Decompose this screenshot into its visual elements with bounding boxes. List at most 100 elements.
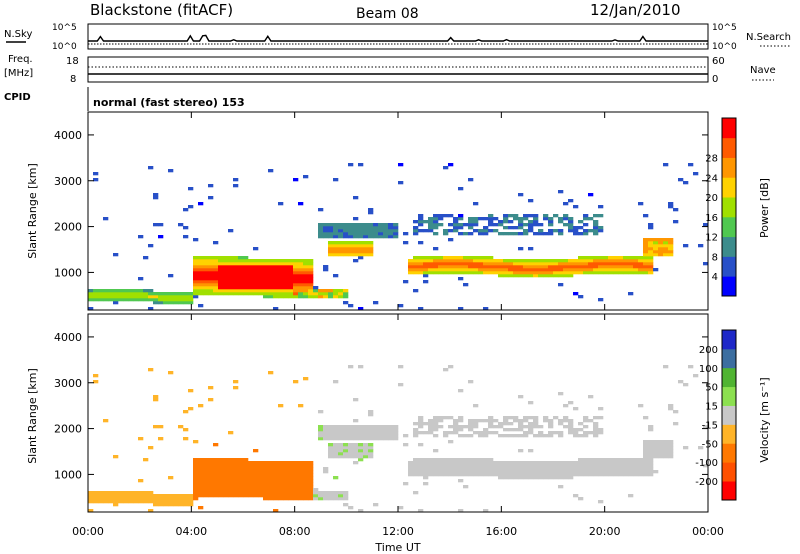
- velocity-cell: [248, 473, 254, 477]
- velocity-cell: [368, 455, 374, 459]
- power-cell: [563, 217, 569, 221]
- velocity-cell: [328, 425, 334, 429]
- velocity-cell: [313, 491, 319, 495]
- power-cell: [688, 163, 694, 167]
- power-cell: [383, 223, 389, 227]
- velocity-cell: [388, 431, 394, 435]
- velocity-cell: [568, 428, 574, 432]
- velocity-cell: [348, 365, 354, 369]
- power-cell: [268, 265, 274, 269]
- power-cell: [333, 178, 339, 182]
- velocity-cell: [433, 449, 439, 453]
- velocity-cell: [203, 470, 209, 474]
- power-cell: [353, 244, 359, 248]
- velocity-cell: [513, 470, 519, 474]
- power-cell: [623, 259, 629, 263]
- power-cell: [463, 259, 469, 263]
- velocity-cell: [593, 416, 599, 420]
- power-cell: [133, 292, 139, 296]
- power-cell: [588, 262, 594, 266]
- power-cell: [363, 241, 369, 245]
- velocity-cell: [258, 467, 264, 471]
- power-cell: [428, 259, 434, 263]
- power-cell: [208, 289, 214, 293]
- velocity-cell: [648, 425, 654, 429]
- velocity-cell: [318, 425, 324, 429]
- velocity-cell: [583, 473, 589, 477]
- velocity-cell: [628, 494, 634, 498]
- velocity-cell: [658, 449, 664, 453]
- power-cell: [528, 214, 534, 218]
- power-cell: [313, 286, 319, 290]
- velocity-cell: [253, 467, 259, 471]
- velocity-cell: [88, 497, 94, 501]
- velocity-cell: [593, 473, 599, 477]
- velocity-cell: [118, 494, 124, 498]
- power-cell: [228, 262, 234, 266]
- power-cell: [268, 289, 274, 293]
- velocity-cell: [673, 422, 679, 426]
- power-cell: [238, 262, 244, 266]
- power-cell: [373, 223, 379, 227]
- power-cell: [523, 217, 529, 221]
- power-cell: [573, 271, 579, 275]
- velocity-cell: [318, 491, 324, 495]
- power-cell: [228, 274, 234, 278]
- velocity-cell: [168, 503, 174, 507]
- velocity-cell: [413, 464, 419, 468]
- y-tick-label: 4000: [54, 129, 82, 142]
- power-cell: [193, 289, 199, 293]
- velocity-cell: [318, 494, 324, 498]
- power-cell: [198, 274, 204, 278]
- velocity-cell: [468, 458, 474, 462]
- power-cell: [283, 262, 289, 266]
- power-cell: [513, 271, 519, 275]
- power-cell: [463, 232, 469, 236]
- velocity-cell: [208, 494, 214, 498]
- velocity-cell: [258, 494, 264, 498]
- velocity-cell: [393, 425, 399, 429]
- colorbar-tick-label: -15: [702, 420, 718, 431]
- velocity-cell: [613, 464, 619, 468]
- power-cell: [493, 259, 499, 263]
- velocity-cell: [198, 476, 204, 480]
- power-cell: [543, 274, 549, 278]
- power-cell: [293, 286, 299, 290]
- power-cell: [618, 256, 624, 260]
- velocity-cell: [463, 464, 469, 468]
- power-cell: [203, 265, 209, 269]
- power-cell: [563, 202, 569, 206]
- velocity-cell: [483, 419, 489, 423]
- velocity-cell: [238, 482, 244, 486]
- velocity-cell: [433, 467, 439, 471]
- velocity-cell: [223, 491, 229, 495]
- power-cell: [148, 289, 154, 293]
- power-cell: [198, 202, 204, 206]
- velocity-cell: [178, 500, 184, 504]
- power-cell: [423, 229, 429, 233]
- velocity-cell: [193, 464, 199, 468]
- power-cell: [303, 283, 309, 287]
- power-cell: [148, 292, 154, 296]
- power-cell: [368, 232, 374, 236]
- colorbar-swatch: [722, 367, 736, 388]
- power-cell: [328, 253, 334, 257]
- power-cell: [518, 223, 524, 227]
- power-cell: [138, 298, 144, 302]
- velocity-cell: [208, 476, 214, 480]
- velocity-cell: [503, 416, 509, 420]
- velocity-cell: [348, 431, 354, 435]
- power-cell: [633, 259, 639, 263]
- velocity-cell: [558, 419, 564, 423]
- power-cell: [338, 295, 344, 299]
- velocity-cell: [558, 473, 564, 477]
- power-cell: [168, 295, 174, 299]
- velocity-cell: [658, 455, 664, 459]
- power-cell: [253, 259, 259, 263]
- velocity-cell: [573, 461, 579, 465]
- power-cell: [183, 295, 189, 299]
- velocity-cell: [438, 416, 444, 420]
- velocity-cell: [158, 437, 164, 441]
- power-cell: [338, 247, 344, 251]
- velocity-cell: [343, 428, 349, 432]
